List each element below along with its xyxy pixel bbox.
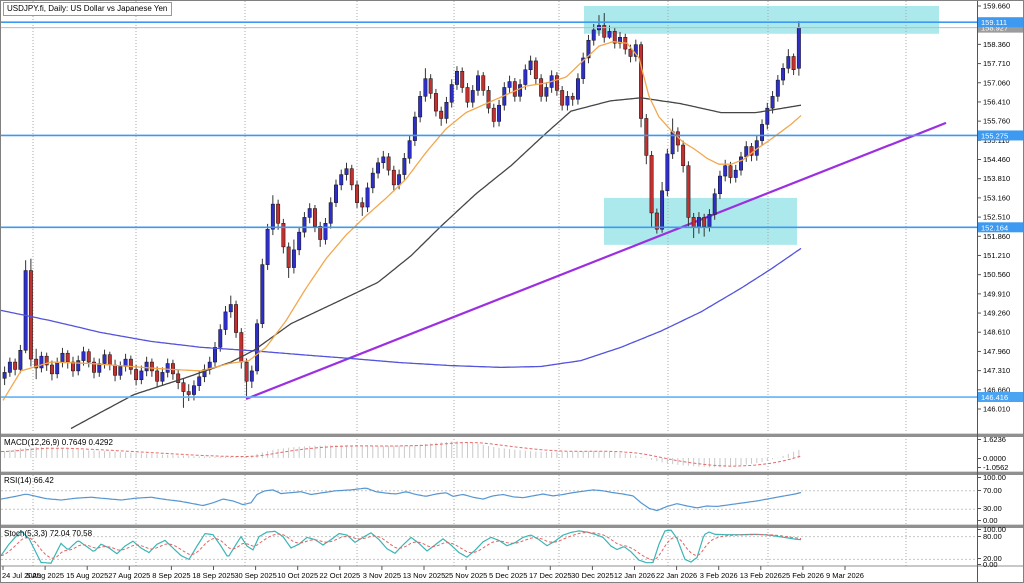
svg-text:1.6236: 1.6236: [983, 435, 1006, 444]
svg-text:22 Oct 2025: 22 Oct 2025: [319, 571, 360, 580]
svg-text:9 Mar 2026: 9 Mar 2026: [826, 571, 864, 580]
svg-text:149.260: 149.260: [983, 309, 1010, 318]
svg-text:13 Nov 2025: 13 Nov 2025: [403, 571, 446, 580]
svg-text:0.0000: 0.0000: [983, 454, 1006, 463]
svg-text:155.275: 155.275: [981, 131, 1008, 140]
svg-text:10 Oct 2025: 10 Oct 2025: [277, 571, 318, 580]
svg-text:80.00: 80.00: [983, 532, 1002, 541]
svg-text:154.460: 154.460: [983, 155, 1010, 164]
svg-text:146.416: 146.416: [981, 393, 1008, 402]
svg-text:150.560: 150.560: [983, 270, 1010, 279]
svg-text:159.660: 159.660: [983, 1, 1010, 10]
svg-text:146.660: 146.660: [983, 385, 1010, 394]
svg-text:146.010: 146.010: [983, 405, 1010, 414]
svg-text:158.360: 158.360: [983, 40, 1010, 49]
svg-text:147.960: 147.960: [983, 347, 1010, 356]
svg-text:153.810: 153.810: [983, 174, 1010, 183]
ma-fast-orange: [2, 41, 802, 401]
svg-text:-1.0562: -1.0562: [983, 463, 1008, 472]
svg-text:159.111: 159.111: [981, 18, 1007, 27]
price-level-tag[interactable]: 159.111: [978, 17, 1024, 28]
svg-text:17 Dec 2025: 17 Dec 2025: [529, 571, 572, 580]
svg-text:15 Aug 2025: 15 Aug 2025: [66, 571, 108, 580]
rsi-line: [1, 487, 802, 512]
svg-text:147.310: 147.310: [983, 366, 1010, 375]
macd-panel: [1, 441, 802, 468]
svg-text:100.00: 100.00: [983, 525, 1006, 534]
svg-text:151.860: 151.860: [983, 232, 1010, 241]
svg-text:25 Nov 2025: 25 Nov 2025: [445, 571, 488, 580]
svg-text:3 Feb 2026: 3 Feb 2026: [700, 571, 738, 580]
svg-text:153.160: 153.160: [983, 193, 1010, 202]
svg-text:30 Sep 2025: 30 Sep 2025: [234, 571, 277, 580]
svg-text:27 Aug 2025: 27 Aug 2025: [108, 571, 150, 580]
stoch-panel: [1, 529, 977, 564]
price-axis: 159.660159.010158.360157.710157.060156.4…: [977, 1, 1024, 582]
horizontal-lines[interactable]: [1, 21, 977, 398]
panel-separators: [1, 433, 1023, 567]
svg-text:30.00: 30.00: [983, 504, 1002, 513]
svg-text:157.060: 157.060: [983, 78, 1010, 87]
ma-mid-dark: [70, 97, 802, 430]
svg-text:156.410: 156.410: [983, 97, 1010, 106]
rsi-panel: [1, 487, 977, 512]
trendline[interactable]: [245, 121, 947, 400]
svg-text:12 Jan 2026: 12 Jan 2026: [614, 571, 655, 580]
price-level-tag[interactable]: 152.164: [978, 222, 1024, 233]
svg-text:152.164: 152.164: [981, 223, 1008, 232]
svg-text:22 Jan 2026: 22 Jan 2026: [656, 571, 697, 580]
svg-text:30 Dec 2025: 30 Dec 2025: [571, 571, 614, 580]
svg-text:148.610: 148.610: [983, 328, 1010, 337]
macd-signal-line: [1, 442, 802, 467]
svg-text:13 Feb 2026: 13 Feb 2026: [740, 571, 782, 580]
svg-text:100.00: 100.00: [983, 473, 1006, 482]
stoch-d-line: [1, 532, 802, 561]
svg-text:158.927: 158.927: [981, 24, 1008, 33]
bid-price-tag[interactable]: 158.927: [978, 22, 1024, 33]
price-level-tag[interactable]: 155.275: [978, 130, 1024, 141]
svg-text:0.00: 0.00: [983, 560, 998, 569]
svg-text:20.00: 20.00: [983, 554, 1002, 563]
svg-text:70.00: 70.00: [983, 486, 1002, 495]
stoch-k-line: [1, 529, 802, 564]
period-separators: [32, 1, 907, 566]
svg-text:3 Nov 2025: 3 Nov 2025: [363, 571, 401, 580]
svg-text:5 Dec 2025: 5 Dec 2025: [489, 571, 527, 580]
svg-text:5 Aug 2025: 5 Aug 2025: [26, 571, 64, 580]
svg-text:25 Feb 2026: 25 Feb 2026: [782, 571, 824, 580]
ma-slow-blue: [1, 247, 802, 369]
svg-text:24 Jul 2025: 24 Jul 2025: [2, 571, 41, 580]
svg-text:155.760: 155.760: [983, 117, 1010, 126]
svg-text:151.210: 151.210: [983, 251, 1010, 260]
price-level-tag[interactable]: 146.416: [978, 392, 1024, 403]
svg-text:18 Sep 2025: 18 Sep 2025: [192, 571, 235, 580]
svg-text:0.00: 0.00: [983, 516, 998, 525]
moving-averages: [1, 41, 802, 430]
svg-text:149.910: 149.910: [983, 289, 1010, 298]
svg-text:157.710: 157.710: [983, 59, 1010, 68]
svg-text:8 Sep 2025: 8 Sep 2025: [152, 571, 190, 580]
svg-text:152.510: 152.510: [983, 213, 1010, 222]
